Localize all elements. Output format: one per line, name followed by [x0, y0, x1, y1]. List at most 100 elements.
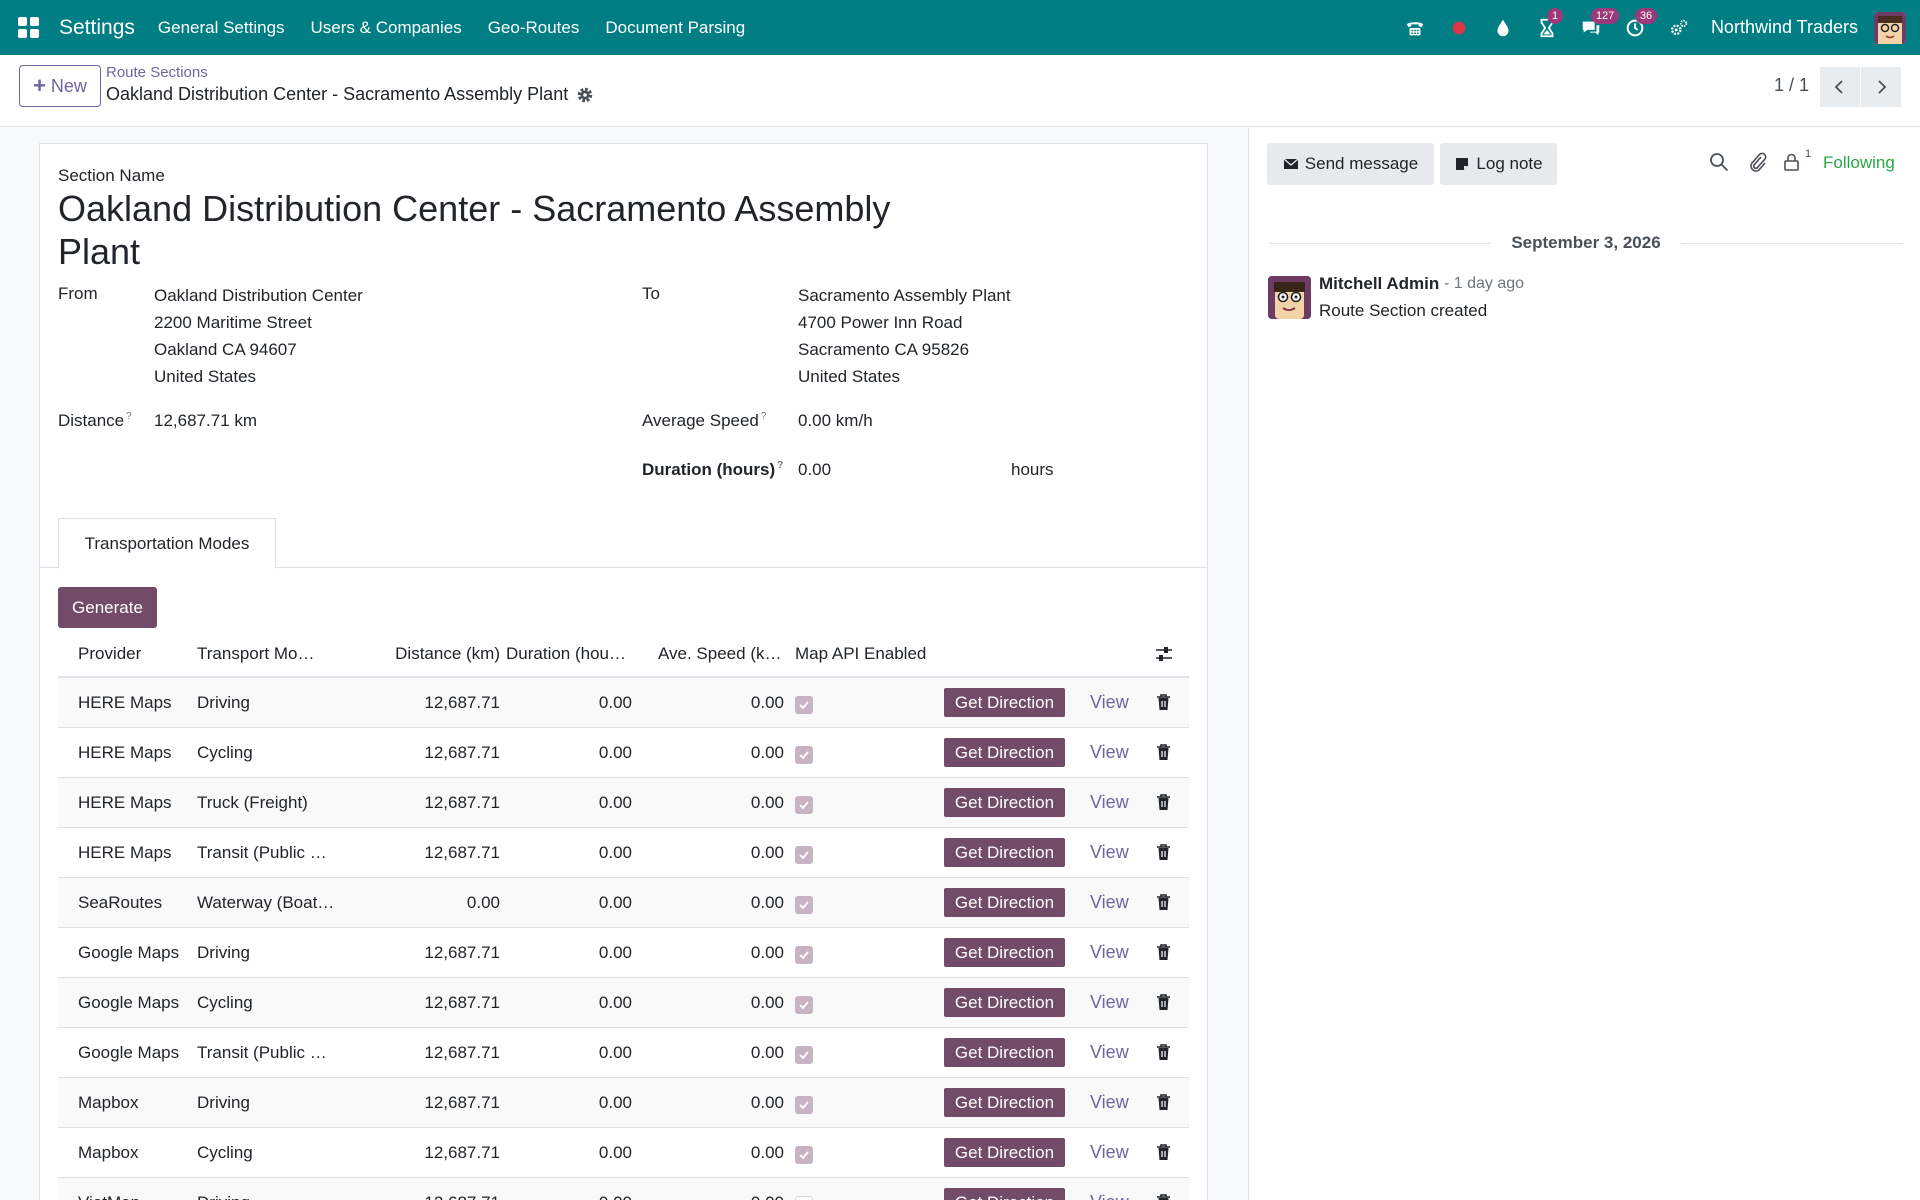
- view-link[interactable]: View: [1090, 792, 1129, 812]
- table-row[interactable]: HERE Maps Driving 12,687.71 0.00 0.00 Get Dir…: [58, 678, 1189, 728]
- trash-icon[interactable]: [1155, 993, 1172, 1011]
- view-link[interactable]: View: [1090, 1142, 1129, 1162]
- from-address[interactable]: Oakland Distribution Center 2200 Maritim…: [154, 282, 363, 390]
- get-direction-button[interactable]: Get Direction: [944, 688, 1065, 717]
- message-avatar[interactable]: [1268, 276, 1311, 319]
- view-link[interactable]: View: [1090, 1042, 1129, 1062]
- help-mark[interactable]: ?: [760, 411, 767, 423]
- pager-next-button[interactable]: [1861, 67, 1901, 107]
- get-direction-button[interactable]: Get Direction: [944, 1038, 1065, 1067]
- section-name-field[interactable]: Oakland Distribution Center - Sacramento…: [58, 188, 891, 272]
- map-api-checkbox[interactable]: [795, 895, 813, 914]
- get-direction-button[interactable]: Get Direction: [944, 738, 1065, 767]
- column-distance[interactable]: Distance (km): [395, 643, 500, 663]
- hourglass-icon[interactable]: 1: [1533, 7, 1564, 42]
- gear-icon[interactable]: [575, 85, 595, 105]
- new-button[interactable]: + New: [19, 65, 101, 107]
- tab-transportation-modes[interactable]: Transportation Modes: [58, 518, 276, 569]
- column-map-api[interactable]: Map API Enabled: [795, 643, 927, 663]
- map-api-checkbox[interactable]: [795, 995, 813, 1014]
- company-switcher[interactable]: Northwind Traders: [1710, 17, 1858, 37]
- map-api-checkbox[interactable]: [795, 745, 813, 764]
- get-direction-button[interactable]: Get Direction: [944, 1188, 1065, 1200]
- trash-icon[interactable]: [1155, 1093, 1172, 1111]
- view-link[interactable]: View: [1090, 892, 1129, 912]
- get-direction-button[interactable]: Get Direction: [944, 838, 1065, 867]
- table-row[interactable]: Mapbox Cycling 12,687.71 0.00 0.00 Get Direct…: [58, 1128, 1189, 1178]
- search-icon[interactable]: [1708, 151, 1730, 173]
- map-api-checkbox[interactable]: [795, 795, 813, 814]
- table-row[interactable]: Mapbox Driving 12,687.71 0.00 0.00 Get Direct…: [58, 1078, 1189, 1128]
- trash-icon[interactable]: [1155, 943, 1172, 961]
- table-row[interactable]: Google Maps Transit (Public … 12,687.71 0.0…: [58, 1028, 1189, 1078]
- map-api-checkbox[interactable]: [795, 1145, 813, 1164]
- generate-button[interactable]: Generate: [58, 587, 157, 628]
- map-api-checkbox[interactable]: [795, 695, 813, 714]
- app-title[interactable]: Settings: [59, 15, 135, 39]
- gears-icon[interactable]: [1665, 14, 1693, 42]
- view-link[interactable]: View: [1090, 1178, 1129, 1200]
- view-link[interactable]: View: [1090, 992, 1129, 1012]
- table-row[interactable]: HERE Maps Truck (Freight) 12,687.71 0.00 0.0…: [58, 778, 1189, 828]
- column-speed[interactable]: Ave. Speed (k…: [658, 643, 782, 663]
- map-api-checkbox[interactable]: [795, 1045, 813, 1064]
- breadcrumb-parent[interactable]: Route Sections: [106, 64, 208, 81]
- message-author[interactable]: Mitchell Admin: [1319, 274, 1440, 293]
- following-button[interactable]: Following: [1823, 153, 1895, 172]
- table-row[interactable]: Google Maps Driving 12,687.71 0.00 0.00 Get D…: [58, 928, 1189, 978]
- trash-icon[interactable]: [1155, 893, 1172, 911]
- get-direction-button[interactable]: Get Direction: [944, 938, 1065, 967]
- view-link[interactable]: View: [1090, 692, 1129, 712]
- to-address[interactable]: Sacramento Assembly Plant 4700 Power Inn…: [798, 282, 1011, 390]
- table-row[interactable]: HERE Maps Transit (Public … 12,687.71 0.00 0…: [58, 828, 1189, 878]
- table-row[interactable]: Google Maps Cycling 12,687.71 0.00 0.00 Get D…: [58, 978, 1189, 1028]
- trash-icon[interactable]: [1155, 1043, 1172, 1061]
- duration-field[interactable]: 0.00: [798, 460, 832, 479]
- menu-document-parsing[interactable]: Document Parsing: [605, 17, 746, 37]
- get-direction-button[interactable]: Get Direction: [944, 1138, 1065, 1167]
- menu-users-companies[interactable]: Users & Companies: [310, 17, 462, 37]
- paperclip-icon[interactable]: [1746, 151, 1768, 173]
- get-direction-button[interactable]: Get Direction: [944, 888, 1065, 917]
- trash-icon[interactable]: [1155, 1193, 1172, 1200]
- pager-previous-button[interactable]: [1820, 67, 1860, 107]
- chat-bubbles-icon[interactable]: 127: [1577, 7, 1620, 42]
- map-api-checkbox[interactable]: [795, 1195, 813, 1200]
- column-provider[interactable]: Provider: [78, 643, 142, 663]
- column-transport-mode[interactable]: Transport Mo…: [197, 643, 315, 663]
- table-row[interactable]: VietMapDriving 12,687.71 0.00 0.00 Get Direc…: [58, 1178, 1189, 1200]
- table-row[interactable]: HERE Maps Cycling 12,687.71 0.00 0.00 Get Dir…: [58, 728, 1189, 778]
- drop-icon[interactable]: [1489, 14, 1517, 42]
- app-menu-icon[interactable]: [14, 14, 42, 42]
- pager-value[interactable]: 1 / 1: [1774, 75, 1810, 95]
- table-row[interactable]: SeaRoutes Waterway (Boat… 0.00 0.00 0.00 Get …: [58, 878, 1189, 928]
- get-direction-button[interactable]: Get Direction: [944, 988, 1065, 1017]
- column-duration[interactable]: Duration (hou…: [506, 643, 627, 663]
- map-api-checkbox[interactable]: [795, 1095, 813, 1114]
- send-message-button[interactable]: Send message: [1267, 143, 1434, 185]
- phone-icon[interactable]: [1401, 14, 1429, 42]
- menu-general-settings[interactable]: General Settings: [157, 17, 285, 37]
- record-dot-icon[interactable]: [1445, 14, 1473, 42]
- map-api-checkbox[interactable]: [795, 845, 813, 864]
- view-link[interactable]: View: [1090, 1092, 1129, 1112]
- trash-icon[interactable]: [1155, 793, 1172, 811]
- trash-icon[interactable]: [1155, 843, 1172, 861]
- followers-icon[interactable]: [1781, 151, 1803, 173]
- help-mark[interactable]: ?: [126, 411, 132, 423]
- get-direction-button[interactable]: Get Direction: [944, 1088, 1065, 1117]
- user-avatar[interactable]: [1874, 11, 1906, 44]
- trash-icon[interactable]: [1155, 693, 1172, 711]
- view-link[interactable]: View: [1090, 742, 1129, 762]
- clock-icon[interactable]: 36: [1621, 7, 1658, 42]
- optional-columns-icon[interactable]: [1154, 631, 1178, 676]
- help-mark[interactable]: ?: [777, 460, 784, 472]
- trash-icon[interactable]: [1155, 1143, 1172, 1161]
- get-direction-button[interactable]: Get Direction: [944, 788, 1065, 817]
- view-link[interactable]: View: [1090, 942, 1129, 962]
- map-api-checkbox[interactable]: [795, 945, 813, 964]
- menu-geo-routes[interactable]: Geo-Routes: [487, 17, 580, 37]
- trash-icon[interactable]: [1155, 743, 1172, 761]
- log-note-button[interactable]: Log note: [1440, 143, 1557, 185]
- view-link[interactable]: View: [1090, 842, 1129, 862]
